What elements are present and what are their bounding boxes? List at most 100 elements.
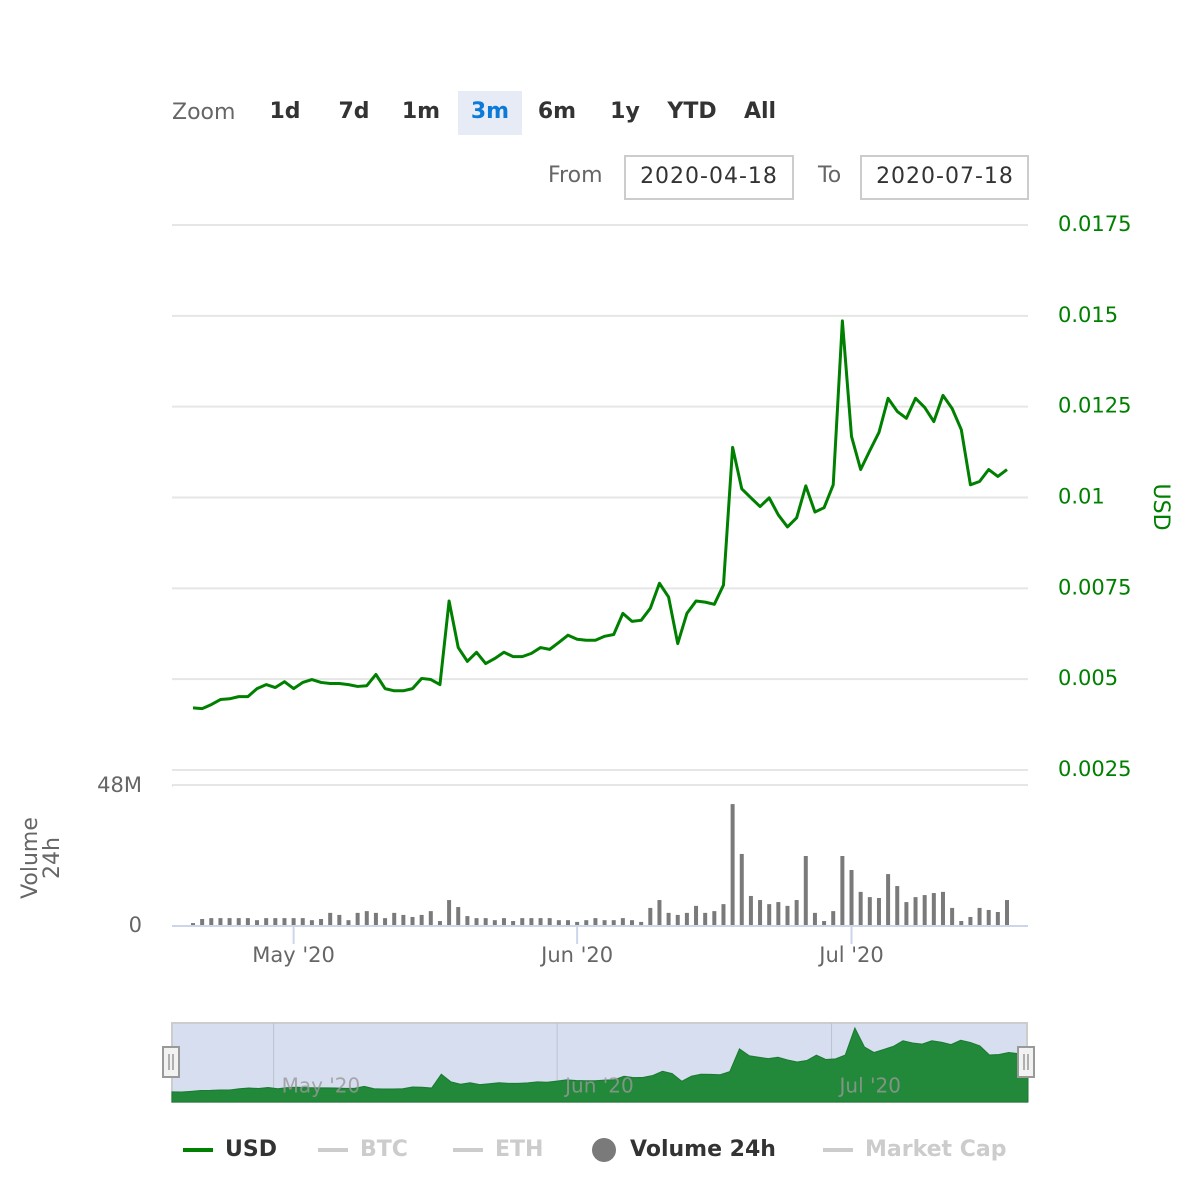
volume-bar	[876, 898, 881, 926]
volume-bar	[419, 914, 424, 926]
navigator-handle[interactable]	[1017, 1046, 1035, 1078]
legend-item[interactable]: Volume 24h	[630, 1137, 776, 1162]
to-input[interactable]	[860, 155, 1029, 200]
y-tick-label: 0.0075	[1058, 575, 1131, 599]
legend-item[interactable]: ETH	[495, 1137, 543, 1162]
volume-bar	[520, 918, 525, 926]
volume-bar	[529, 918, 534, 926]
volume-bar	[1005, 900, 1009, 926]
navigator-handle[interactable]	[162, 1046, 180, 1078]
volume-bar	[410, 916, 415, 926]
volume-bar	[968, 916, 973, 926]
volume-bar	[328, 912, 333, 926]
volume-bar	[447, 900, 452, 926]
volume-bar	[867, 897, 872, 926]
volume-bar	[511, 921, 516, 926]
volume-bar	[227, 918, 232, 926]
y-tick-label: 0.015	[1058, 303, 1118, 327]
zoom-button[interactable]: 6m	[538, 99, 576, 124]
y-tick-label: 0.0025	[1058, 757, 1131, 781]
legend-item[interactable]: USD	[225, 1137, 277, 1162]
volume-bar	[428, 911, 433, 926]
navigator-label: Jun '20	[563, 1074, 634, 1098]
volume-bar	[456, 907, 461, 926]
volume-bar	[273, 918, 278, 926]
volume-bar	[218, 918, 223, 926]
volume-bar	[803, 856, 808, 926]
volume-bar	[191, 923, 195, 926]
volume-bar	[849, 870, 854, 926]
from-label: From	[548, 163, 603, 188]
volume-bar	[959, 921, 964, 926]
volume-bar	[913, 897, 918, 926]
volume-bar	[501, 918, 506, 926]
volume-bar	[977, 907, 982, 926]
volume-bar	[437, 921, 442, 926]
volume-bar	[767, 904, 772, 926]
volume-bar	[675, 914, 680, 926]
from-input[interactable]	[624, 155, 794, 200]
volume-bar	[319, 919, 324, 926]
volume-bar	[886, 874, 891, 926]
legend-item[interactable]: Market Cap	[865, 1137, 1006, 1162]
zoom-button[interactable]: YTD	[666, 99, 716, 124]
volume-bar	[739, 853, 744, 926]
volume-bar	[538, 918, 543, 926]
volume-bar	[630, 920, 635, 926]
volume-bar	[483, 918, 488, 926]
from-date[interactable]: 2020-04-18	[640, 164, 778, 189]
volume-bar	[309, 920, 314, 926]
volume-bar	[657, 900, 662, 926]
volume-bar	[712, 911, 717, 926]
volume-bar	[840, 856, 845, 926]
volume-bar	[264, 918, 269, 926]
zoom-button[interactable]: 1d	[269, 99, 300, 124]
volume-axis-title: Volume 24h	[18, 817, 65, 899]
y-tick-label: 0.0125	[1058, 394, 1131, 418]
legend-item[interactable]: BTC	[360, 1137, 408, 1162]
volume-bar	[812, 912, 817, 926]
volume-bar	[794, 900, 799, 926]
volume-bar	[995, 912, 1000, 926]
navigator-area	[171, 1026, 1029, 1103]
volume-bar	[556, 920, 561, 926]
volume-bar	[922, 895, 927, 926]
volume-bar	[822, 921, 827, 926]
volume-bar	[474, 918, 479, 926]
volume-bar	[721, 904, 726, 926]
volume-bar	[291, 918, 296, 926]
zoom-label: Zoom	[172, 100, 235, 125]
volume-bar	[986, 909, 991, 926]
zoom-button[interactable]: 1y	[610, 99, 640, 124]
volume-bar	[200, 919, 205, 926]
zoom-button-bg[interactable]	[458, 91, 522, 135]
volume-bar	[666, 912, 671, 926]
zoom-button[interactable]: 3m	[471, 99, 509, 124]
volume-bar	[748, 895, 753, 926]
volume-bar	[593, 918, 598, 926]
navigator-label: Jul '20	[838, 1074, 901, 1098]
x-tick-label: May '20	[252, 943, 335, 967]
volume-bar	[392, 912, 397, 926]
volume-bar	[730, 804, 735, 926]
y-tick-label: 0	[129, 913, 142, 937]
volume-bar	[584, 920, 589, 926]
y-tick-label: 0.005	[1058, 666, 1118, 690]
y-tick-label: 0.01	[1058, 485, 1105, 509]
volume-bar	[383, 918, 388, 926]
volume-bar	[931, 893, 936, 926]
volume-bar	[602, 920, 607, 926]
volume-bar	[547, 918, 552, 926]
volume-bar	[950, 907, 955, 926]
to-date[interactable]: 2020-07-18	[876, 164, 1014, 189]
zoom-button[interactable]: 1m	[402, 99, 440, 124]
volume-bar	[245, 918, 250, 926]
volume-bar	[565, 920, 570, 926]
legend-symbol[interactable]	[592, 1138, 616, 1162]
volume-bar	[255, 920, 260, 926]
zoom-button[interactable]: 7d	[338, 99, 369, 124]
volume-bar	[209, 918, 214, 926]
zoom-button[interactable]: All	[744, 99, 776, 124]
